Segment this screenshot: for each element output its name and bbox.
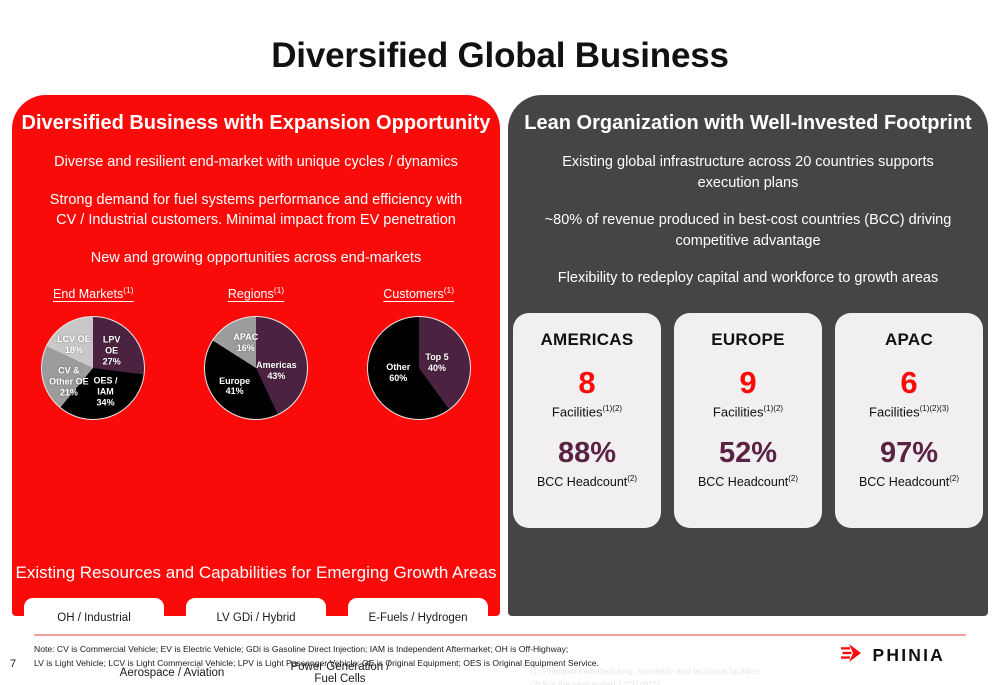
bcc-headcount-label: BCC Headcount(2) [536, 474, 638, 490]
pie-title-col-1: Regions(1) [175, 285, 338, 303]
region-card-title: EUROPE [711, 330, 785, 349]
region-card-americas[interactable]: AMERICAS 8 Facilities(1)(2) 88% BCC Head… [513, 313, 661, 528]
left-panel-paragraph-3: New and growing opportunities across end… [90, 249, 422, 266]
pie-slice-label: LCV OE 18% [57, 333, 91, 355]
pie-chart-titles: End Markets(1) Regions(1) Customers(1) [12, 285, 500, 303]
pie-wrap-1: Americas 43% Europe 41% APAC 16% [175, 316, 338, 421]
pie-chart-title-customers: Customers(1) [383, 285, 455, 302]
right-panel-paragraph-2: ~80% of revenue produced in best-cost co… [544, 212, 952, 249]
slide-number: 7 [10, 658, 17, 670]
pie-chart-customers: Top 5 40% Other 60% [366, 316, 471, 421]
pie-slice-label: Americas 43% [256, 360, 297, 382]
right-panel-heading: Lean Organization with Well-Invested Foo… [524, 112, 972, 134]
facilities-label: Facilities(1)(2) [551, 404, 623, 420]
pie-wrap-2: Top 5 40% Other 60% [337, 316, 500, 421]
capability-pill-oh-industrial[interactable]: OH / Industrial [24, 598, 164, 638]
capabilities-row-2: Aerospace / Aviation Power Generation / … [12, 653, 500, 685]
left-panel-heading: Diversified Business with Expansion Oppo… [21, 112, 491, 134]
capability-pill-lv-gdi-hybrid[interactable]: LV GDi / Hybrid [186, 598, 326, 638]
pie-wrap-0: LPV OE 27% OES / IAM 34% CV & Other OE 21%… [12, 316, 175, 421]
bcc-headcount-percent: 97% [879, 437, 939, 470]
pie-title-col-2: Customers(1) [337, 285, 500, 303]
pie-charts-section: End Markets(1) Regions(1) Customers(1) L… [12, 285, 500, 421]
region-card-title: AMERICAS [540, 330, 634, 349]
bcc-headcount-label: BCC Headcount(2) [697, 474, 799, 490]
facilities-count: 9 [739, 365, 757, 400]
capability-pill-efuels-hydrogen[interactable]: E-Fuels / Hydrogen [348, 598, 488, 638]
bcc-headcount-label: BCC Headcount(2) [858, 474, 960, 490]
capability-pill-aerospace-aviation[interactable]: Aerospace / Aviation [102, 653, 242, 685]
pie-slice-label: Europe 41% [219, 375, 251, 397]
region-stat-cards: AMERICAS 8 Facilities(1)(2) 88% BCC Head… [508, 313, 988, 528]
pie-slice-label: OES / IAM 34% [93, 375, 118, 408]
pie-chart-end-markets: LPV OE 27% OES / IAM 34% CV & Other OE 21%… [41, 316, 146, 421]
region-card-apac[interactable]: APAC 6 Facilities(1)(2)(3) 97% BCC Headc… [835, 313, 983, 528]
pie-slice-label: LPV OE 27% [102, 334, 121, 367]
region-card-europe[interactable]: EUROPE 9 Facilities(1)(2) 52% BCC Headco… [674, 313, 822, 528]
phinia-logo: PHINIA [841, 643, 945, 668]
pie-slice-label: Other 60% [386, 362, 411, 384]
capabilities-row-1: OH / Industrial LV GDi / Hybrid E-Fuels … [12, 598, 500, 638]
right-panel-paragraph-1: Existing global infrastructure across 20… [562, 154, 934, 191]
right-panel-paragraph-3: Flexibility to redeploy capital and work… [557, 270, 939, 287]
pie-title-col-0: End Markets(1) [12, 285, 175, 303]
bcc-headcount-percent: 52% [718, 437, 778, 470]
arrow-chevron-icon [841, 643, 867, 668]
pie-chart-title-regions: Regions(1) [227, 285, 285, 302]
footer-note-line-1: Note: CV is Commercial Vehicle; EV is El… [34, 644, 569, 654]
right-panel: Lean Organization with Well-Invested Foo… [508, 95, 988, 685]
pie-slice-label: APAC 16% [233, 331, 259, 353]
footer-note: Note: CV is Commercial Vehicle; EV is El… [34, 642, 599, 670]
footer-divider [34, 634, 966, 636]
facilities-count: 6 [900, 365, 918, 400]
facilities-label: Facilities(1)(2)(3) [869, 404, 949, 420]
pie-chart-title-end-markets: End Markets(1) [53, 285, 134, 302]
facilities-count: 8 [578, 365, 596, 400]
page-title: Diversified Global Business [271, 36, 729, 75]
pie-slice-label: CV & Other OE 21% [49, 365, 89, 398]
left-panel-paragraph-1: Diverse and resilient end-market with un… [54, 154, 458, 170]
right-panel-footnotes: (1) Principal manufacturing, assembly an… [530, 665, 784, 685]
pie-slice-label: Top 5 40% [425, 352, 449, 374]
capability-pill-power-generation-fuel-cells[interactable]: Power Generation / Fuel Cells [270, 653, 410, 685]
bcc-headcount-percent: 88% [557, 437, 617, 470]
left-panel-paragraph-2: Strong demand for fuel systems performan… [49, 191, 463, 229]
logo-wordmark: PHINIA [872, 645, 945, 665]
right-footnote-2: (2) For the year ended 12/31/2024. [530, 679, 664, 685]
left-panel: Diversified Business with Expansion Oppo… [12, 95, 500, 685]
pie-chart-regions: Americas 43% Europe 41% APAC 16% [204, 316, 308, 421]
footer-note-line-2: LV is Light Vehicle; LCV is Light Commer… [34, 658, 599, 669]
pie-chart-row: LPV OE 27% OES / IAM 34% CV & Other OE 21%… [12, 316, 500, 421]
facilities-label: Facilities(1)(2) [712, 404, 784, 420]
region-card-title: APAC [884, 330, 934, 349]
capabilities-title: Existing Resources and Capabilities for … [15, 563, 497, 582]
right-footnote-1: (1) Principal manufacturing, assembly an… [530, 666, 763, 676]
